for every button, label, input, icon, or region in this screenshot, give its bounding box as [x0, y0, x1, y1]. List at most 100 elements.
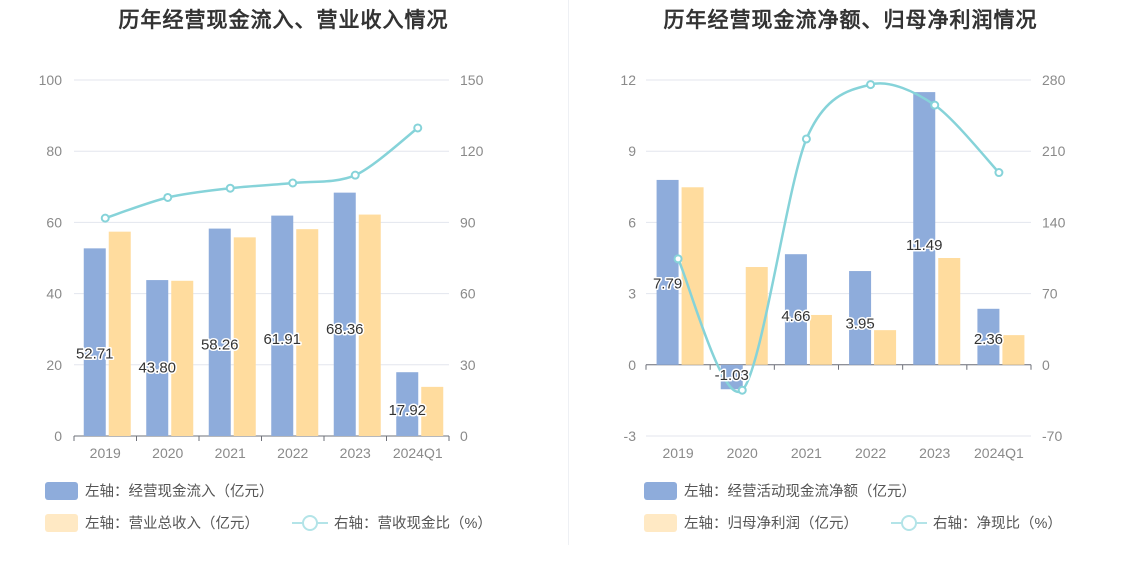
line-point: [994, 168, 1004, 178]
bar-series-1: [271, 215, 294, 436]
y-left-tick-label: 12: [620, 72, 636, 88]
line-point: [225, 183, 235, 193]
y-left-tick-label: 6: [628, 214, 636, 230]
bar-series-1: [656, 179, 679, 365]
line-point: [930, 100, 940, 110]
x-tick-label: 2020: [152, 445, 183, 461]
y-right-tick-label: -70: [1042, 428, 1062, 444]
data-label: 11.49: [906, 237, 942, 254]
line-series: [104, 126, 419, 220]
legend-item-bar-1[interactable]: 左轴：经营活动现金流净额（亿元）: [644, 480, 916, 501]
y-right-tick-label: 70: [1042, 286, 1058, 302]
x-tick-label: 2019: [663, 445, 694, 461]
chart-canvas: -3 0 3 6 9 12 -70 0 70 140 210 280 2019 2020 2021 2022 2…: [620, 72, 1066, 461]
data-label: 58.26: [201, 337, 239, 354]
y-right-tick-label: 280: [1042, 72, 1066, 88]
y-right-tick-label: 90: [460, 214, 476, 230]
y-left-tick-label: 0: [628, 357, 636, 373]
data-label: 7.79: [653, 275, 682, 292]
legend-label: 左轴：经营现金流入（亿元）: [85, 484, 274, 500]
bar-series-1: [977, 308, 1000, 365]
chart-title: 历年经营现金流净额、归母净利润情况: [663, 9, 1038, 32]
y-left-tick-label: -3: [624, 428, 637, 444]
bar-series-1: [208, 228, 231, 436]
bar-series-1: [146, 280, 169, 436]
data-label: 52.71: [76, 345, 114, 362]
data-label: 17.92: [388, 402, 426, 419]
legend-item-line[interactable]: 右轴：净现比（%）: [891, 512, 1062, 533]
y-right-tick-label: 140: [1042, 214, 1066, 230]
data-label: 3.95: [845, 316, 874, 333]
legend-item-bar-1[interactable]: 左轴：经营现金流入（亿元）: [45, 480, 274, 501]
x-tick-label: 2024Q1: [974, 445, 1024, 461]
legend-label: 左轴：归母净利润（亿元）: [684, 516, 858, 532]
y-left-tick-label: 60: [46, 214, 62, 230]
data-label: 61.91: [263, 331, 301, 348]
bar-series-1: [913, 92, 936, 365]
bar-series-1: [784, 254, 807, 365]
x-tick-label: 2023: [340, 445, 371, 461]
bar-series-2: [108, 231, 131, 436]
legend-swatch-line: [292, 514, 328, 532]
y-right-tick-label: 210: [1042, 143, 1066, 159]
x-tick-label: 2021: [791, 445, 822, 461]
data-label: 68.36: [326, 321, 364, 338]
bar-series-2: [745, 267, 768, 365]
y-right-tick-label: 30: [460, 357, 476, 373]
y-left-tick-label: 80: [46, 143, 62, 159]
legend-swatch-bar-1: [45, 482, 78, 500]
line-point: [866, 80, 876, 90]
line-point: [801, 134, 811, 144]
line-point: [737, 385, 747, 395]
bar-series-2: [809, 314, 832, 365]
y-right-tick-label: 0: [460, 428, 468, 444]
chart-panel-left: 历年经营现金流入、营业收入情况 0 20 40 60 80 100 0 30 60 90 120 15…: [39, 9, 492, 533]
x-tick-label: 2019: [90, 445, 121, 461]
y-right-tick-label: 60: [460, 286, 476, 302]
bar-series-2: [358, 214, 381, 436]
y-right-tick-label: 150: [460, 72, 484, 88]
bar-series-1: [333, 192, 356, 436]
line-point: [413, 123, 423, 133]
legend-item-line[interactable]: 右轴：营收现金比（%）: [292, 512, 492, 533]
line-point: [288, 178, 298, 188]
x-tick-label: 2023: [919, 445, 950, 461]
bar-series-2: [681, 187, 704, 365]
chart-panel-right: 历年经营现金流净额、归母净利润情况 -3 0 3 6 9 12 -70 0 70 140 210 28…: [567, 0, 1134, 582]
panel-divider: [568, 0, 569, 545]
legend-swatch-bar-1: [644, 482, 677, 500]
chart-canvas: 0 20 40 60 80 100 0 30 60 90 120 150 2019 2020 2021 202…: [39, 72, 484, 461]
y-left-tick-label: 40: [46, 286, 62, 302]
y-left-tick-label: 0: [54, 428, 62, 444]
data-label: -1.03: [715, 367, 749, 384]
bar-series-2: [296, 229, 319, 436]
bar-series-1: [83, 248, 106, 436]
legend-label: 左轴：营业总收入（亿元）: [85, 516, 259, 532]
legend-item-bar-2[interactable]: 左轴：营业总收入（亿元）: [45, 512, 259, 533]
y-left-tick-label: 20: [46, 357, 62, 373]
legend-swatch-line: [891, 514, 927, 532]
legend-label: 右轴：净现比（%）: [933, 516, 1062, 532]
line-point: [673, 254, 683, 264]
legend-item-bar-2[interactable]: 左轴：归母净利润（亿元）: [644, 512, 858, 533]
y-right-tick-label: 0: [1042, 357, 1050, 373]
x-tick-label: 2020: [727, 445, 758, 461]
bar-series-2: [874, 330, 897, 365]
data-label: 2.36: [974, 331, 1003, 348]
y-right-tick-label: 120: [460, 143, 484, 159]
data-label: 43.80: [138, 359, 176, 376]
line-point: [350, 170, 360, 180]
legend-swatch-bar-2: [45, 514, 78, 532]
bar-series-2: [421, 386, 444, 436]
x-tick-label: 2022: [855, 445, 886, 461]
x-tick-label: 2021: [215, 445, 246, 461]
x-tick-label: 2022: [277, 445, 308, 461]
y-left-tick-label: 3: [628, 286, 636, 302]
legend-label: 右轴：营收现金比（%）: [334, 516, 492, 532]
bar-series-1: [849, 271, 872, 365]
bar-series-2: [233, 237, 256, 436]
legend-label: 左轴：经营活动现金流净额（亿元）: [684, 484, 916, 500]
y-left-tick-label: 9: [628, 143, 636, 159]
data-label: 4.66: [781, 308, 810, 325]
chart-title: 历年经营现金流入、营业收入情况: [118, 9, 449, 32]
